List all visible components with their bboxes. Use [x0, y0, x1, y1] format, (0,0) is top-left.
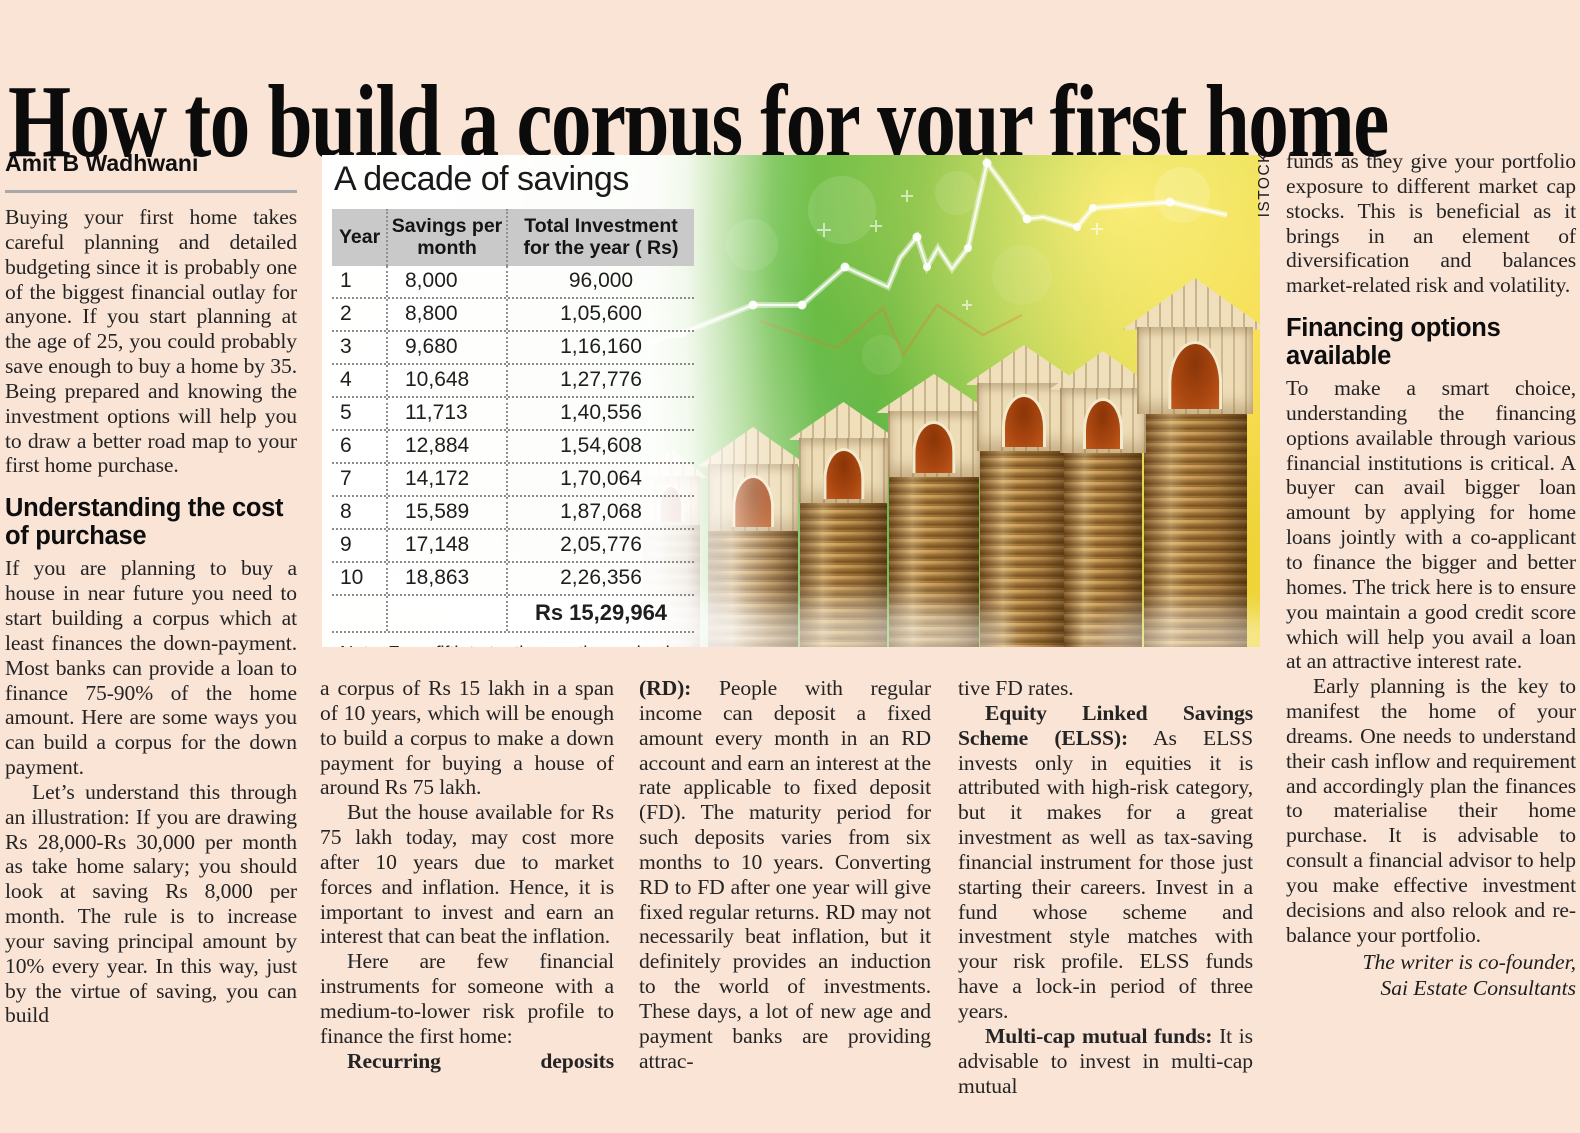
- section-heading-cost-of-purchase: Understanding the cost of purchase: [5, 494, 284, 551]
- table-row: 10 18,863 2,26,356: [332, 563, 694, 596]
- paragraph: Buying your first home takes careful pla…: [5, 205, 297, 478]
- grand-total: Rs 15,29,964: [506, 596, 694, 631]
- paragraph: Recurring deposits: [347, 1048, 614, 1073]
- paragraph: To make a smart choice, understanding th…: [1286, 376, 1576, 674]
- table-total-row: Rs 15,29,964: [332, 596, 694, 633]
- left-column: Amit B Wadhwani Buying your first home t…: [5, 150, 297, 1028]
- table-row: 2 8,800 1,05,600: [332, 299, 694, 332]
- body-column-3: (RD): People with regular income can dep…: [639, 676, 931, 1074]
- paragraph: a corpus of Rs 15 lakh in a span of 10 y…: [320, 676, 614, 800]
- paragraph: But the house available for Rs 75 lakh t…: [320, 800, 614, 949]
- table-title: A decade of savings: [334, 160, 629, 198]
- table-header-row: Year Savings per month Total Investment …: [332, 209, 694, 266]
- savings-infographic: A decade of savings Year Savings per mon…: [322, 155, 1260, 647]
- table-row: 9 17,148 2,05,776: [332, 530, 694, 563]
- table-row: 8 15,589 1,87,068: [332, 497, 694, 530]
- column-header-savings: Savings per month: [386, 209, 506, 266]
- savings-table: A decade of savings Year Savings per mon…: [332, 160, 694, 647]
- paragraph: Early planning is the key to manifest th…: [1286, 674, 1576, 947]
- byline-divider: [5, 190, 297, 193]
- section-heading-financing-options: Financing options available: [1286, 314, 1501, 371]
- column-header-total: Total Investment for the year ( Rs): [506, 209, 694, 266]
- right-column: funds as they give your portfolio exposu…: [1286, 149, 1576, 1001]
- table-row: 4 10,648 1,27,776: [332, 365, 694, 398]
- paragraph: Let’s understand this through an illustr…: [5, 779, 297, 1028]
- table-note: Note: From fifth to tenth year, the savi…: [332, 642, 694, 647]
- paragraph: Multi-cap mutual funds: It is advisable …: [958, 1023, 1253, 1098]
- body-column-2: a corpus of Rs 15 lakh in a span of 10 y…: [320, 676, 614, 1074]
- table-row: 7 14,172 1,70,064: [332, 464, 694, 497]
- column-header-year: Year: [332, 209, 386, 266]
- table-row: 3 9,680 1,16,160: [332, 332, 694, 365]
- table-row: 5 11,713 1,40,556: [332, 398, 694, 431]
- paragraph: Equity Linked Savings Scheme (ELSS): As …: [958, 700, 1253, 1023]
- byline: Amit B Wadhwani: [5, 150, 199, 176]
- paragraph: Here are few financial instruments for s…: [320, 949, 614, 1048]
- table-row: 6 12,884 1,54,608: [332, 431, 694, 464]
- table-row: 1 8,000 96,000: [332, 266, 694, 299]
- paragraph: funds as they give your portfolio exposu…: [1286, 149, 1576, 298]
- writer-credit: The writer is co-founder, Sai Estate Cons…: [1362, 950, 1576, 1001]
- paragraph: tive FD rates.: [958, 676, 1074, 700]
- paragraph: (RD): People with regular income can dep…: [639, 676, 931, 1073]
- body-column-4: tive FD rates. Equity Linked Savings Sch…: [958, 676, 1253, 1098]
- paragraph: If you are planning to buy a house in ne…: [5, 556, 297, 780]
